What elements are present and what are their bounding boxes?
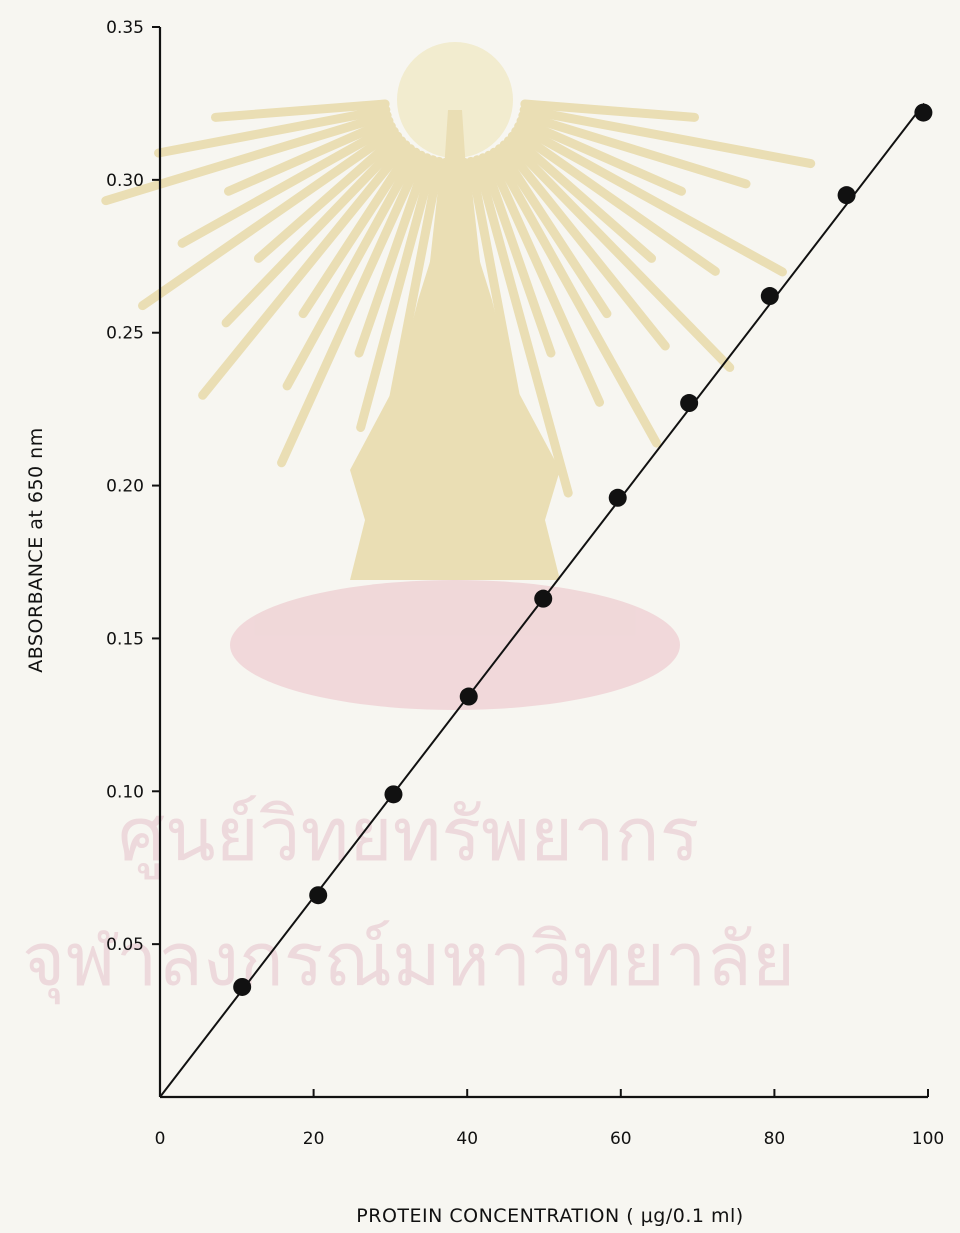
- watermark-seal-pagoda: [350, 110, 560, 580]
- data-point: [680, 394, 699, 413]
- data-point: [459, 687, 478, 706]
- x-tick-label: 40: [456, 1129, 478, 1149]
- watermark-seal-sun: [397, 42, 513, 158]
- y-tick-label: 0.20: [106, 477, 144, 497]
- x-tick-label: 80: [764, 1129, 786, 1149]
- y-tick-label: 0.25: [106, 324, 144, 344]
- y-tick-label: 0.05: [106, 935, 144, 955]
- x-tick-label: 20: [303, 1129, 325, 1149]
- y-tick-label: 0.10: [106, 782, 144, 802]
- data-point: [608, 488, 627, 507]
- data-point: [384, 785, 403, 804]
- watermark-text-line2: จุฬาลงกรณ์มหาวิทยาลัย: [22, 917, 795, 1005]
- watermark-ray: [298, 144, 416, 319]
- watermark-ray: [478, 153, 556, 358]
- watermark-seal-band: [230, 580, 680, 710]
- watermark-ray: [489, 147, 661, 448]
- y-axis-title: ABSORBANCE at 650 nm: [25, 427, 47, 672]
- watermark-ray: [154, 105, 391, 158]
- watermark-ray: [520, 99, 700, 122]
- y-tick-label: 0.35: [106, 18, 144, 38]
- x-tick-label: 0: [155, 1129, 166, 1149]
- watermark-ray: [514, 121, 787, 277]
- watermark-ray: [177, 121, 396, 248]
- data-point: [760, 287, 779, 306]
- watermark-ray: [499, 140, 670, 351]
- watermark-ray: [354, 153, 432, 358]
- watermark-ray: [503, 136, 735, 373]
- watermark-ray: [518, 110, 751, 189]
- x-axis-title: PROTEIN CONCENTRATION ( μg/0.1 ml): [356, 1205, 743, 1227]
- watermark-ray: [511, 126, 720, 276]
- watermark-ray: [519, 105, 816, 169]
- watermark-ray: [277, 150, 426, 468]
- watermark-ray: [224, 116, 394, 196]
- data-point: [534, 589, 553, 608]
- data-point: [837, 186, 856, 205]
- watermark-ray: [484, 150, 605, 407]
- watermark-ray: [507, 131, 657, 263]
- x-tick-label: 60: [610, 1129, 632, 1149]
- watermark-ray: [516, 116, 686, 196]
- watermark-ray: [198, 140, 411, 400]
- watermark-ray: [282, 147, 421, 391]
- y-tick-label: 0.15: [106, 629, 144, 649]
- watermark-ray: [210, 99, 390, 122]
- watermark-ray: [221, 136, 407, 328]
- watermark-ray: [356, 155, 438, 433]
- data-points: [233, 103, 933, 996]
- watermark-ray: [101, 110, 392, 206]
- y-tick-label: 0.30: [106, 171, 144, 191]
- watermark-ray: [494, 144, 612, 319]
- watermark: ศูนย์วิทยทรัพยากร จุฬาลงกรณ์มหาวิทยาลัย: [22, 42, 816, 1005]
- watermark-ray: [138, 126, 399, 311]
- watermark-ray: [253, 131, 403, 263]
- y-axis-ticks: 0.05 0.10 0.15 0.20 0.25 0.30 0.35: [106, 18, 160, 955]
- x-axis-ticks: 0 20 40 60 80 100: [155, 1089, 944, 1149]
- axes: 0.05 0.10 0.15 0.20 0.25 0.30 0.35 0 20 40 60 80 10…: [106, 18, 944, 1149]
- data-point: [233, 977, 252, 996]
- x-tick-label: 100: [912, 1129, 944, 1149]
- watermark-text-line1: ศูนย์วิทยทรัพยากร: [118, 792, 699, 880]
- data-point: [309, 886, 328, 905]
- data-point: [914, 103, 933, 122]
- watermark-ray: [472, 155, 573, 498]
